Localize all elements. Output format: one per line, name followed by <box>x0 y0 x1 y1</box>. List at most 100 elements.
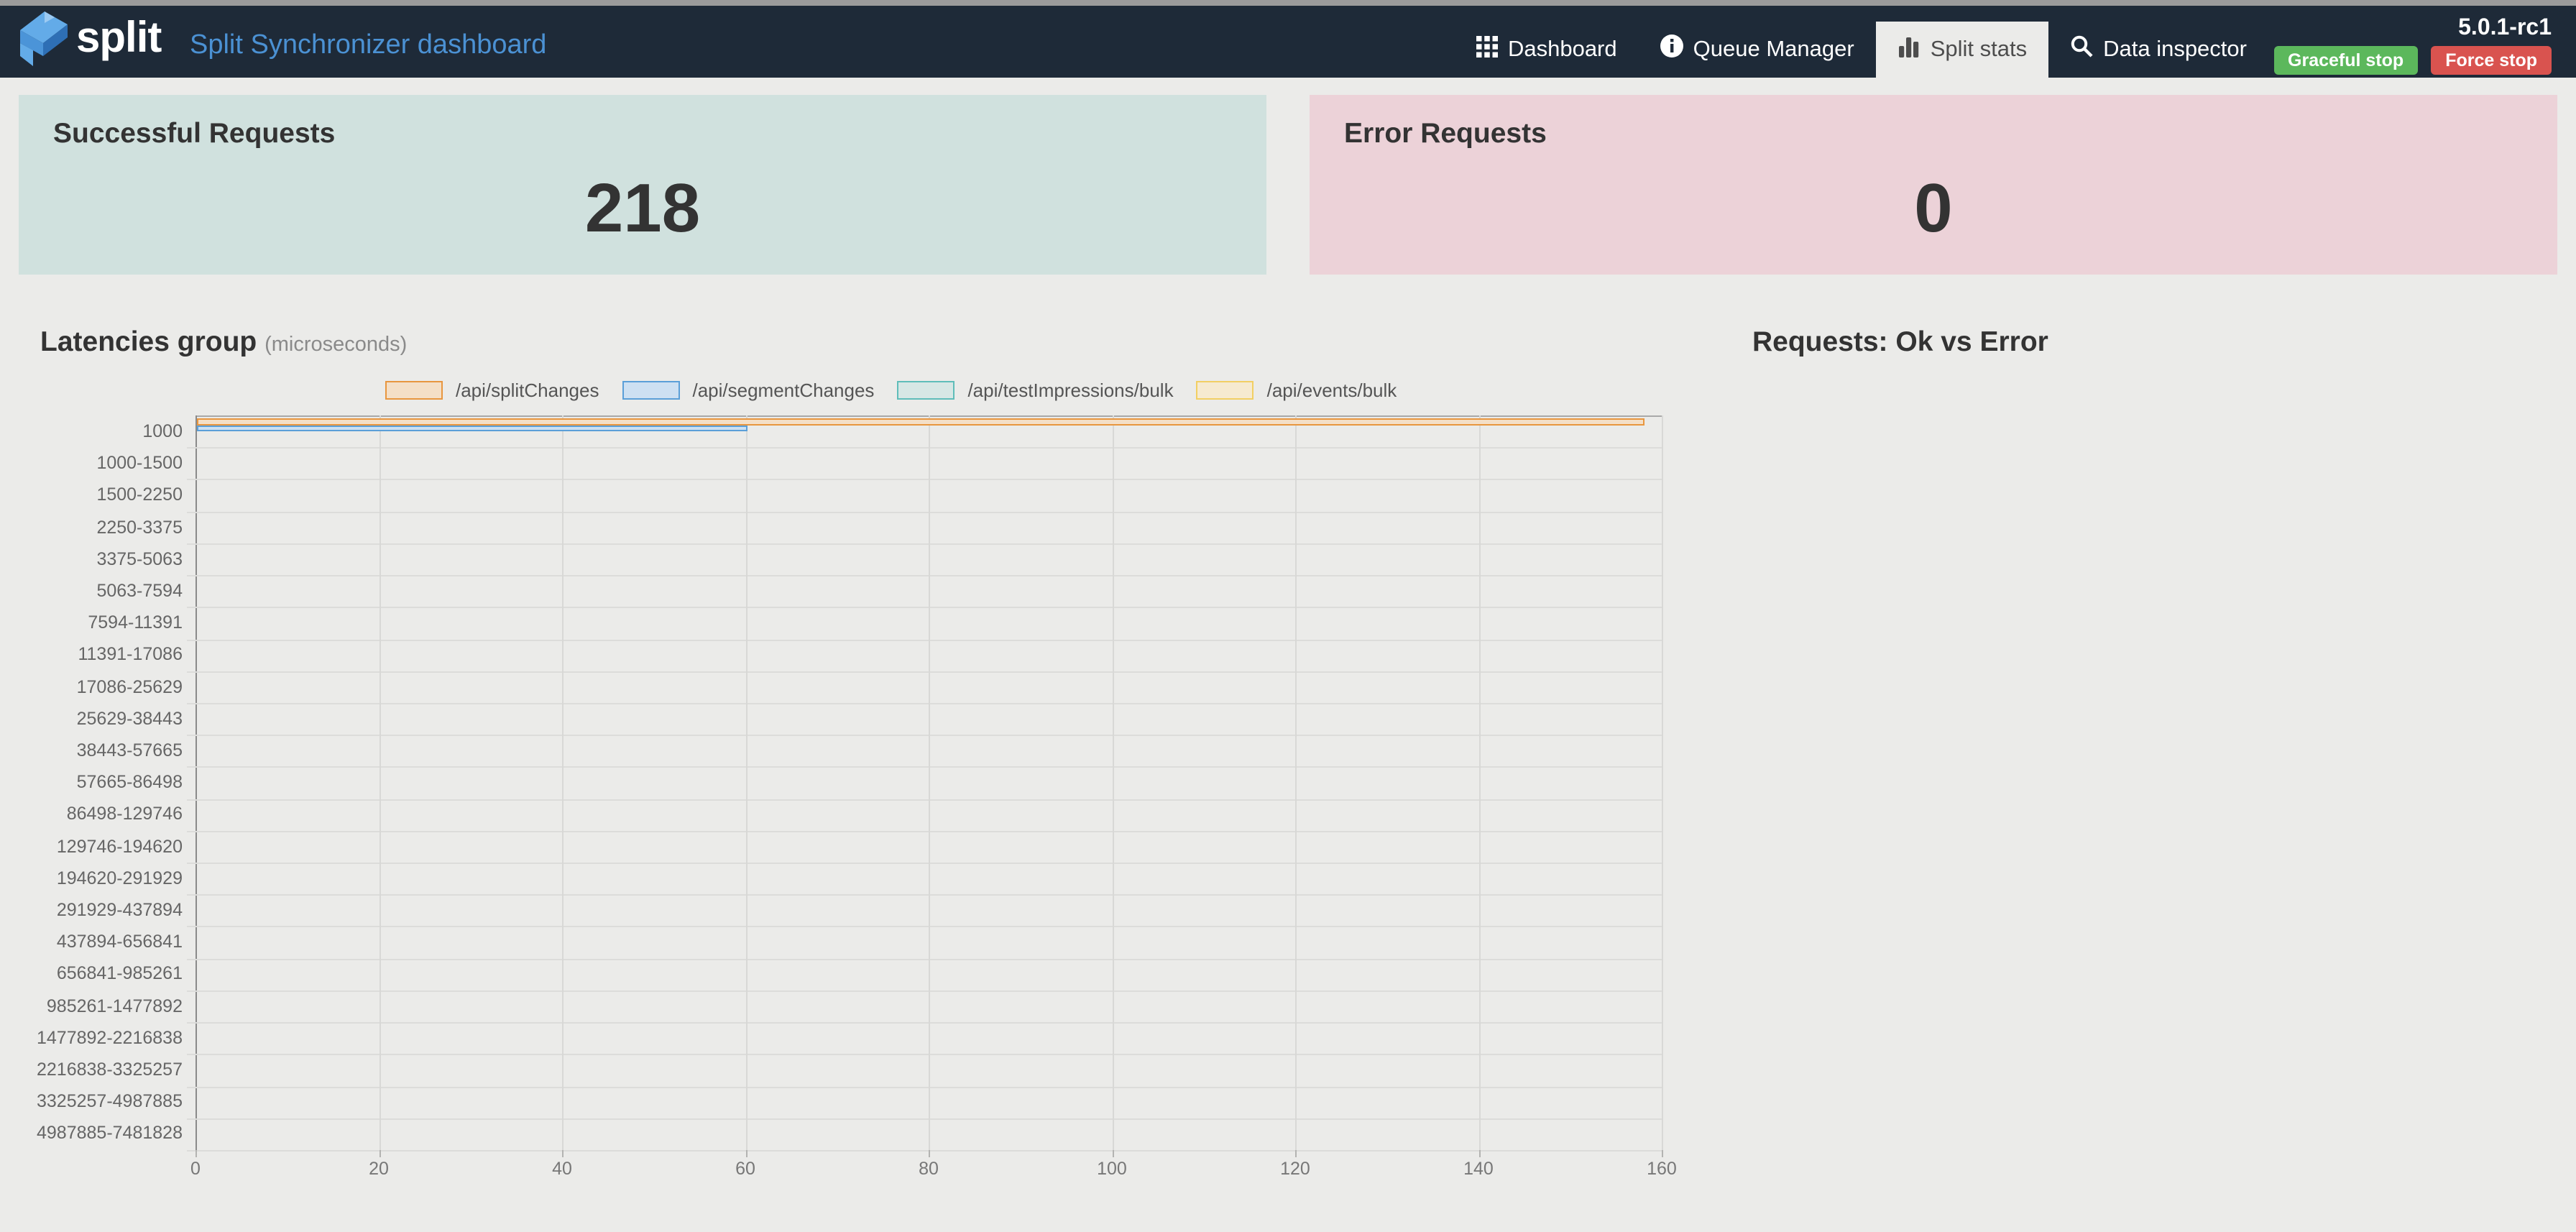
y-axis-label: 656841-985261 <box>56 963 183 984</box>
y-axis-label: 129746-194620 <box>56 836 183 857</box>
error-requests-value: 0 <box>1914 171 1953 247</box>
legend-label: /api/segmentChanges <box>692 380 875 401</box>
y-axis-label: 4987885-7481828 <box>37 1123 183 1144</box>
y-axis-label: 5063-7594 <box>96 581 183 602</box>
split-logo-icon <box>16 7 70 75</box>
row-gridline <box>187 1086 1662 1088</box>
successful-requests-value: 218 <box>584 171 701 247</box>
x-gridline <box>379 415 380 1150</box>
y-axis-label: 3325257-4987885 <box>37 1091 183 1112</box>
y-axis-label: 57665-86498 <box>76 772 183 793</box>
row-gridline <box>187 958 1662 960</box>
y-axis-label: 11391-17086 <box>78 644 183 665</box>
x-axis-tick <box>562 1150 564 1157</box>
error-requests-card: Error Requests 0 <box>1310 95 2557 275</box>
nav-item-split-stats[interactable]: Split stats <box>1875 22 2049 78</box>
y-axis-label: 437894-656841 <box>56 932 183 952</box>
x-axis-label: 140 <box>1463 1159 1494 1179</box>
row-gridline <box>187 1150 1662 1151</box>
y-axis-label: 17086-25629 <box>76 676 183 697</box>
x-axis-label: 120 <box>1280 1159 1310 1179</box>
force-stop-button[interactable]: Force stop <box>2431 46 2552 75</box>
nav-item-dashboard[interactable]: Dashboard <box>1455 22 1639 78</box>
x-axis-label: 80 <box>919 1159 939 1179</box>
row-gridline <box>187 447 1662 449</box>
x-gridline <box>1662 415 1663 1150</box>
x-axis-label: 60 <box>735 1159 755 1179</box>
row-gridline <box>187 671 1662 673</box>
legend-item[interactable]: /api/segmentChanges <box>622 380 874 401</box>
legend-item[interactable]: /api/testImpressions/bulk <box>897 380 1174 401</box>
row-gridline <box>187 990 1662 992</box>
y-axis-label: 3375-5063 <box>96 548 183 569</box>
row-gridline <box>187 607 1662 609</box>
row-gridline <box>187 1022 1662 1024</box>
x-axis-tick <box>929 1150 930 1157</box>
row-gridline <box>187 511 1662 513</box>
row-gridline <box>187 926 1662 928</box>
x-gridline <box>562 415 564 1150</box>
nav-item-data-inspector[interactable]: Data inspector <box>2048 22 2268 78</box>
y-axis-label: 7594-11391 <box>88 612 183 633</box>
grid-icon <box>1476 35 1498 64</box>
y-axis-label: 1000 <box>142 421 183 441</box>
x-axis-tick <box>745 1150 747 1157</box>
dashboard-title: Split Synchronizer dashboard <box>190 30 547 60</box>
legend-item[interactable]: /api/events/bulk <box>1196 380 1397 401</box>
version-label: 5.0.1-rc1 <box>2458 16 2552 40</box>
y-axis-label: 2250-3375 <box>96 517 183 538</box>
x-axis-tick <box>1295 1150 1297 1157</box>
latencies-group-title: Latencies group (microseconds) <box>40 326 407 359</box>
x-axis-label: 100 <box>1097 1159 1127 1179</box>
info-icon <box>1660 35 1683 65</box>
legend-color-box <box>385 381 443 400</box>
legend-color-box <box>897 381 955 400</box>
requests-ok-vs-error-title: Requests: Ok vs Error <box>1752 326 2048 358</box>
latencies-bar-chart: 0 20 40 60 80 100 120 140 160 <box>187 415 1677 1179</box>
x-axis-tick <box>1112 1150 1113 1157</box>
successful-requests-title: Successful Requests <box>53 118 336 150</box>
x-axis-label: 20 <box>369 1159 389 1179</box>
nav-item-label: Queue Manager <box>1693 37 1854 61</box>
legend-item[interactable]: /api/splitChanges <box>385 380 599 401</box>
x-axis-tick <box>196 1150 197 1157</box>
row-gridline <box>187 830 1662 832</box>
legend-label: /api/testImpressions/bulk <box>967 380 1174 401</box>
y-axis-label: 1000-1500 <box>96 453 183 474</box>
x-axis-tick <box>1662 1150 1663 1157</box>
latency-bar <box>197 418 1645 425</box>
latencies-group-title-text: Latencies group <box>40 326 257 358</box>
top-navbar: split Split Synchronizer dashboard Dashb… <box>0 6 2576 78</box>
x-gridline <box>929 415 930 1150</box>
latencies-group-unit: (microseconds) <box>264 334 408 357</box>
row-gridline <box>187 735 1662 737</box>
x-axis-label: 0 <box>190 1159 201 1179</box>
y-axis-label: 25629-38443 <box>76 708 183 729</box>
y-axis-line <box>196 415 197 1150</box>
y-axis-label: 291929-437894 <box>56 900 183 921</box>
row-gridline <box>187 799 1662 801</box>
x-gridline <box>1295 415 1297 1150</box>
x-axis-label: 160 <box>1647 1159 1677 1179</box>
legend-label: /api/splitChanges <box>456 380 599 401</box>
row-gridline <box>187 575 1662 577</box>
y-axis-label: 2216838-3325257 <box>37 1059 183 1080</box>
y-axis-label: 1477892-2216838 <box>37 1027 183 1048</box>
x-gridline <box>1112 415 1113 1150</box>
y-axis-label: 86498-129746 <box>66 804 183 824</box>
bar-chart-icon <box>1898 35 1920 65</box>
x-gridline <box>745 415 747 1150</box>
row-gridline <box>187 863 1662 865</box>
error-requests-title: Error Requests <box>1344 118 1547 150</box>
brand-name[interactable]: split <box>76 14 162 62</box>
row-gridline <box>187 479 1662 481</box>
row-gridline <box>187 894 1662 896</box>
y-axis-label: 38443-57665 <box>76 740 183 761</box>
nav-item-label: Dashboard <box>1507 37 1617 61</box>
x-axis-tick <box>1478 1150 1480 1157</box>
graceful-stop-button[interactable]: Graceful stop <box>2273 46 2419 75</box>
window-top-strip <box>0 0 2576 6</box>
legend-color-box <box>1196 381 1254 400</box>
nav-item-queue-manager[interactable]: Queue Manager <box>1639 22 1876 78</box>
y-axis-label: 194620-291929 <box>56 868 183 888</box>
